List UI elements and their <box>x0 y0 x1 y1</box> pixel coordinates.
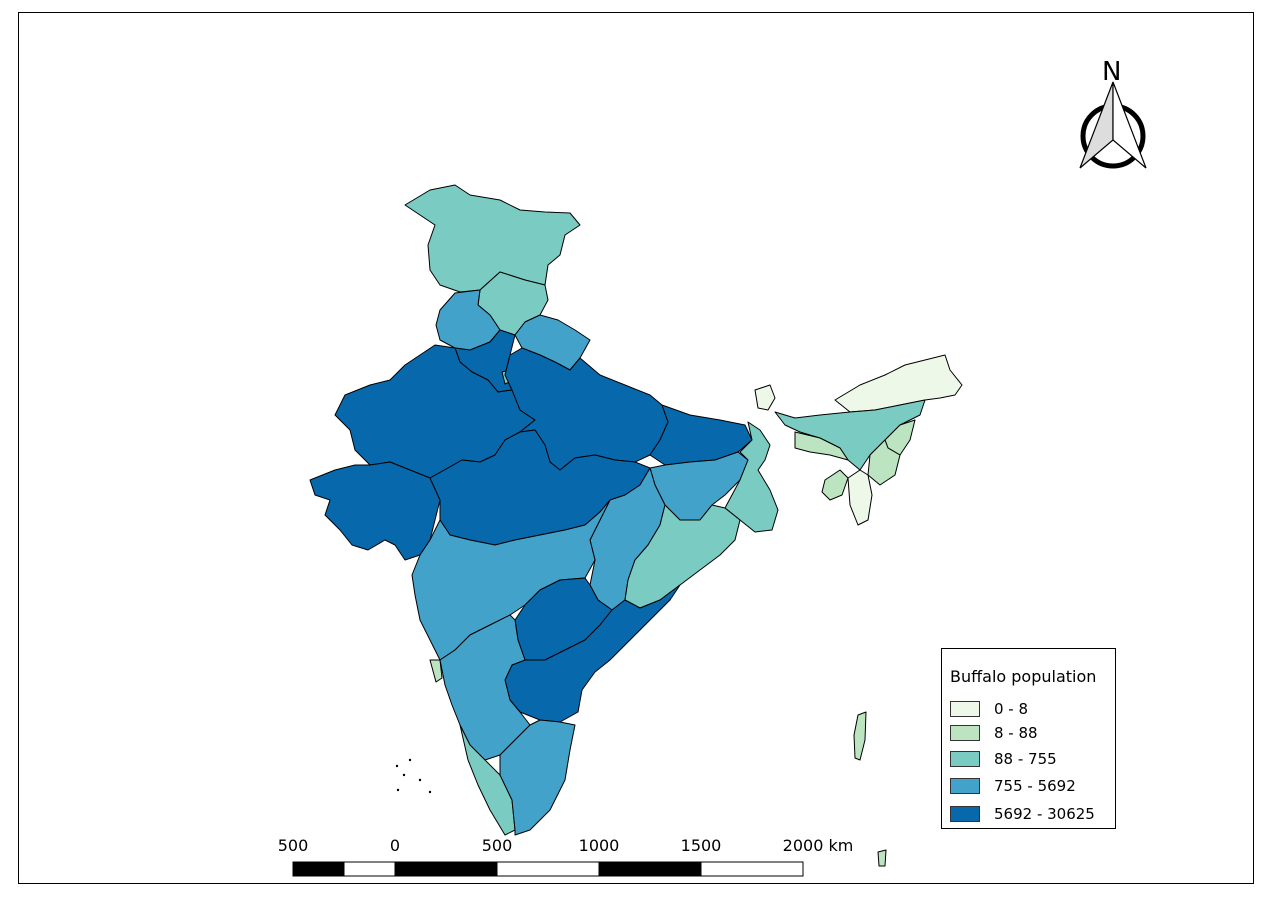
legend-swatch <box>950 778 980 794</box>
scale-label: 500 <box>277 836 309 855</box>
state-odisha <box>624 504 741 609</box>
state-west-bengal <box>724 421 779 533</box>
state-tripura <box>821 469 849 501</box>
scale-label: 2000 km <box>782 836 854 855</box>
state-maharashtra <box>411 499 611 661</box>
legend-label: 8 - 88 <box>994 724 1038 742</box>
state-tamil-nadu <box>499 719 576 836</box>
scale-label: 1000 <box>578 836 620 855</box>
scale-bar <box>292 861 804 877</box>
legend-swatch <box>950 751 980 767</box>
legend-label: 0 - 8 <box>994 700 1029 718</box>
legend-title: Buffalo population <box>950 667 1097 686</box>
legend-label: 88 - 755 <box>994 750 1057 768</box>
state-mizoram <box>847 469 873 526</box>
map-legend: Buffalo population 0 - 8 8 - 88 88 - 755… <box>941 648 1116 829</box>
state-meghalaya <box>794 431 849 461</box>
legend-label: 5692 - 30625 <box>994 805 1095 823</box>
state-andaman-nicobar-south <box>877 849 887 867</box>
state-goa <box>429 659 443 683</box>
state-arunachal-pradesh <box>834 354 963 413</box>
scale-label: 1500 <box>680 836 722 855</box>
state-andaman-nicobar <box>853 711 867 761</box>
legend-swatch <box>950 806 980 822</box>
state-manipur <box>867 439 901 486</box>
lakshadweep-islands <box>395 758 432 794</box>
state-sikkim <box>754 384 776 411</box>
state-gujarat <box>309 461 441 561</box>
north-arrow-icon <box>1079 81 1147 169</box>
legend-label: 755 - 5692 <box>994 777 1076 795</box>
scale-label: 500 <box>481 836 513 855</box>
legend-swatch <box>950 701 980 717</box>
state-jammu-kashmir <box>404 184 581 293</box>
legend-swatch <box>950 725 980 741</box>
scale-label: 0 <box>389 836 401 855</box>
north-letter: N <box>1102 57 1122 87</box>
